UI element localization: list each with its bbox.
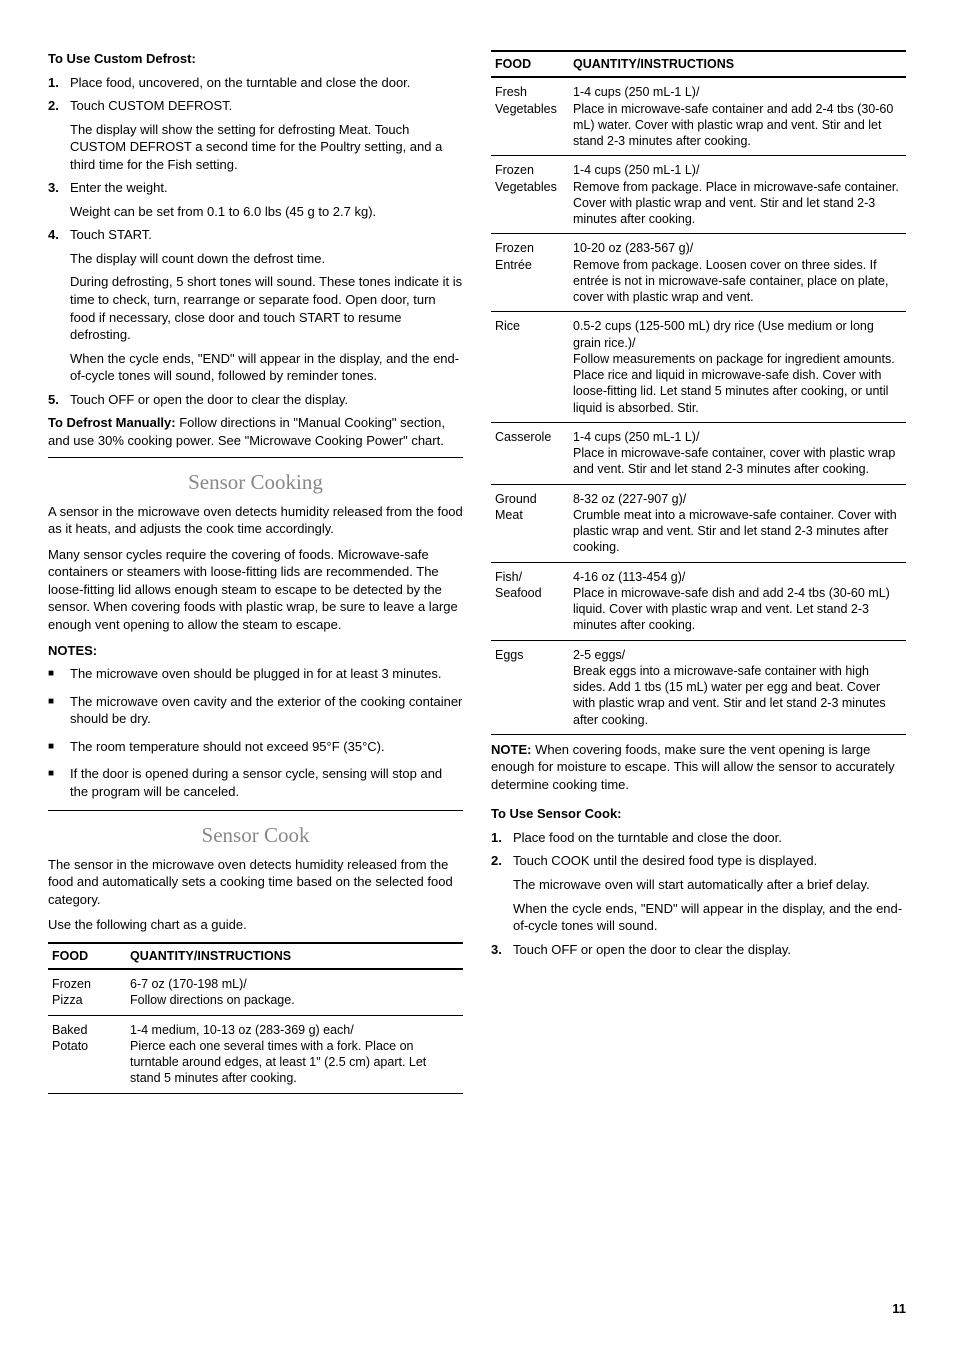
step-para: Weight can be set from 0.1 to 6.0 lbs (4… [70,203,463,221]
note-text: When covering foods, make sure the vent … [491,742,895,792]
table-row: Rice0.5-2 cups (125-500 mL) dry rice (Us… [491,312,906,423]
instr-cell: 8-32 oz (227-907 g)/ Crumble meat into a… [569,484,906,562]
notes-list: The microwave oven should be plugged in … [48,665,463,800]
step-lead: Touch CUSTOM DEFROST. [70,97,463,115]
instr-cell: 1-4 medium, 10-13 oz (283-369 g) each/ P… [126,1015,463,1093]
step-para: The display will count down the defrost … [70,250,463,268]
step-lead: Place food on the turntable and close th… [513,829,906,847]
food-cell: Eggs [491,640,569,734]
step-para: When the cycle ends, "END" will appear i… [513,900,906,935]
table-row: Casserole1-4 cups (250 mL-1 L)/ Place in… [491,422,906,484]
step-item: Touch START. The display will count down … [48,226,463,384]
sensor-cooking-p1: A sensor in the microwave oven detects h… [48,503,463,538]
sensor-cooking-p2: Many sensor cycles require the covering … [48,546,463,634]
step-item: Touch OFF or open the door to clear the … [491,941,906,959]
food-cell: Frozen Entrée [491,234,569,312]
left-column: To Use Custom Defrost: Place food, uncov… [48,50,463,1100]
step-lead: Enter the weight. [70,179,463,197]
step-item: Place food on the turntable and close th… [491,829,906,847]
step-para: The microwave oven will start automatica… [513,876,906,894]
instr-cell: 6-7 oz (170-198 mL)/ Follow directions o… [126,969,463,1015]
step-lead: Touch OFF or open the door to clear the … [513,941,906,959]
step-item: Touch COOK until the desired food type i… [491,852,906,934]
instr-cell: 10-20 oz (283-567 g)/ Remove from packag… [569,234,906,312]
table-header-food: FOOD [48,943,126,969]
sensor-cook-title: Sensor Cook [48,810,463,849]
instr-cell: 4-16 oz (113-454 g)/ Place in microwave-… [569,562,906,640]
step-item: Touch OFF or open the door to clear the … [48,391,463,409]
table-row: Baked Potato1-4 medium, 10-13 oz (283-36… [48,1015,463,1093]
table-row: Eggs2-5 eggs/ Break eggs into a microwav… [491,640,906,734]
table-header-instr: QUANTITY/INSTRUCTIONS [126,943,463,969]
table-header-food: FOOD [491,51,569,77]
right-column: FOOD QUANTITY/INSTRUCTIONS Fresh Vegetab… [491,50,906,1100]
sensor-cook-table-left: FOOD QUANTITY/INSTRUCTIONS Frozen Pizza6… [48,942,463,1094]
food-cell: Fish/ Seafood [491,562,569,640]
table-header-instr: QUANTITY/INSTRUCTIONS [569,51,906,77]
note-label: NOTE: [491,742,535,757]
use-sensor-cook-steps: Place food on the turntable and close th… [491,829,906,958]
sensor-cook-p2: Use the following chart as a guide. [48,916,463,934]
use-sensor-cook-heading: To Use Sensor Cook: [491,805,906,823]
note-item: The microwave oven should be plugged in … [48,665,463,683]
step-lead: Touch COOK until the desired food type i… [513,852,906,870]
instr-cell: 1-4 cups (250 mL-1 L)/ Place in microwav… [569,422,906,484]
defrost-manually-para: To Defrost Manually: Follow directions i… [48,414,463,449]
food-cell: Fresh Vegetables [491,77,569,156]
step-para: During defrosting, 5 short tones will so… [70,273,463,343]
note-item: If the door is opened during a sensor cy… [48,765,463,800]
note-para: NOTE: When covering foods, make sure the… [491,741,906,794]
table-row: Ground Meat8-32 oz (227-907 g)/ Crumble … [491,484,906,562]
step-lead: Touch OFF or open the door to clear the … [70,391,463,409]
note-item: The room temperature should not exceed 9… [48,738,463,756]
food-cell: Ground Meat [491,484,569,562]
notes-heading: NOTES: [48,642,463,660]
custom-defrost-steps: Place food, uncovered, on the turntable … [48,74,463,409]
sensor-cook-table-right: FOOD QUANTITY/INSTRUCTIONS Fresh Vegetab… [491,50,906,735]
step-para: The display will show the setting for de… [70,121,463,174]
food-cell: Baked Potato [48,1015,126,1093]
custom-defrost-heading: To Use Custom Defrost: [48,50,463,68]
defrost-manually-label: To Defrost Manually: [48,415,179,430]
page-number: 11 [48,1300,906,1318]
step-item: Place food, uncovered, on the turntable … [48,74,463,92]
instr-cell: 1-4 cups (250 mL-1 L)/ Remove from packa… [569,156,906,234]
step-item: Enter the weight. Weight can be set from … [48,179,463,220]
table-row: Fresh Vegetables1-4 cups (250 mL-1 L)/ P… [491,77,906,156]
step-para: When the cycle ends, "END" will appear i… [70,350,463,385]
sensor-cooking-title: Sensor Cooking [48,457,463,496]
table-row: Fish/ Seafood4-16 oz (113-454 g)/ Place … [491,562,906,640]
step-item: Touch CUSTOM DEFROST. The display will sh… [48,97,463,173]
instr-cell: 2-5 eggs/ Break eggs into a microwave-sa… [569,640,906,734]
page-columns: To Use Custom Defrost: Place food, uncov… [48,50,906,1100]
sensor-cook-p1: The sensor in the microwave oven detects… [48,856,463,909]
table-row: Frozen Pizza6-7 oz (170-198 mL)/ Follow … [48,969,463,1015]
table-row: Frozen Vegetables1-4 cups (250 mL-1 L)/ … [491,156,906,234]
step-lead: Place food, uncovered, on the turntable … [70,74,463,92]
food-cell: Frozen Pizza [48,969,126,1015]
food-cell: Frozen Vegetables [491,156,569,234]
instr-cell: 0.5-2 cups (125-500 mL) dry rice (Use me… [569,312,906,423]
table-row: Frozen Entrée10-20 oz (283-567 g)/ Remov… [491,234,906,312]
food-cell: Casserole [491,422,569,484]
instr-cell: 1-4 cups (250 mL-1 L)/ Place in microwav… [569,77,906,156]
food-cell: Rice [491,312,569,423]
note-item: The microwave oven cavity and the exteri… [48,693,463,728]
step-lead: Touch START. [70,226,463,244]
